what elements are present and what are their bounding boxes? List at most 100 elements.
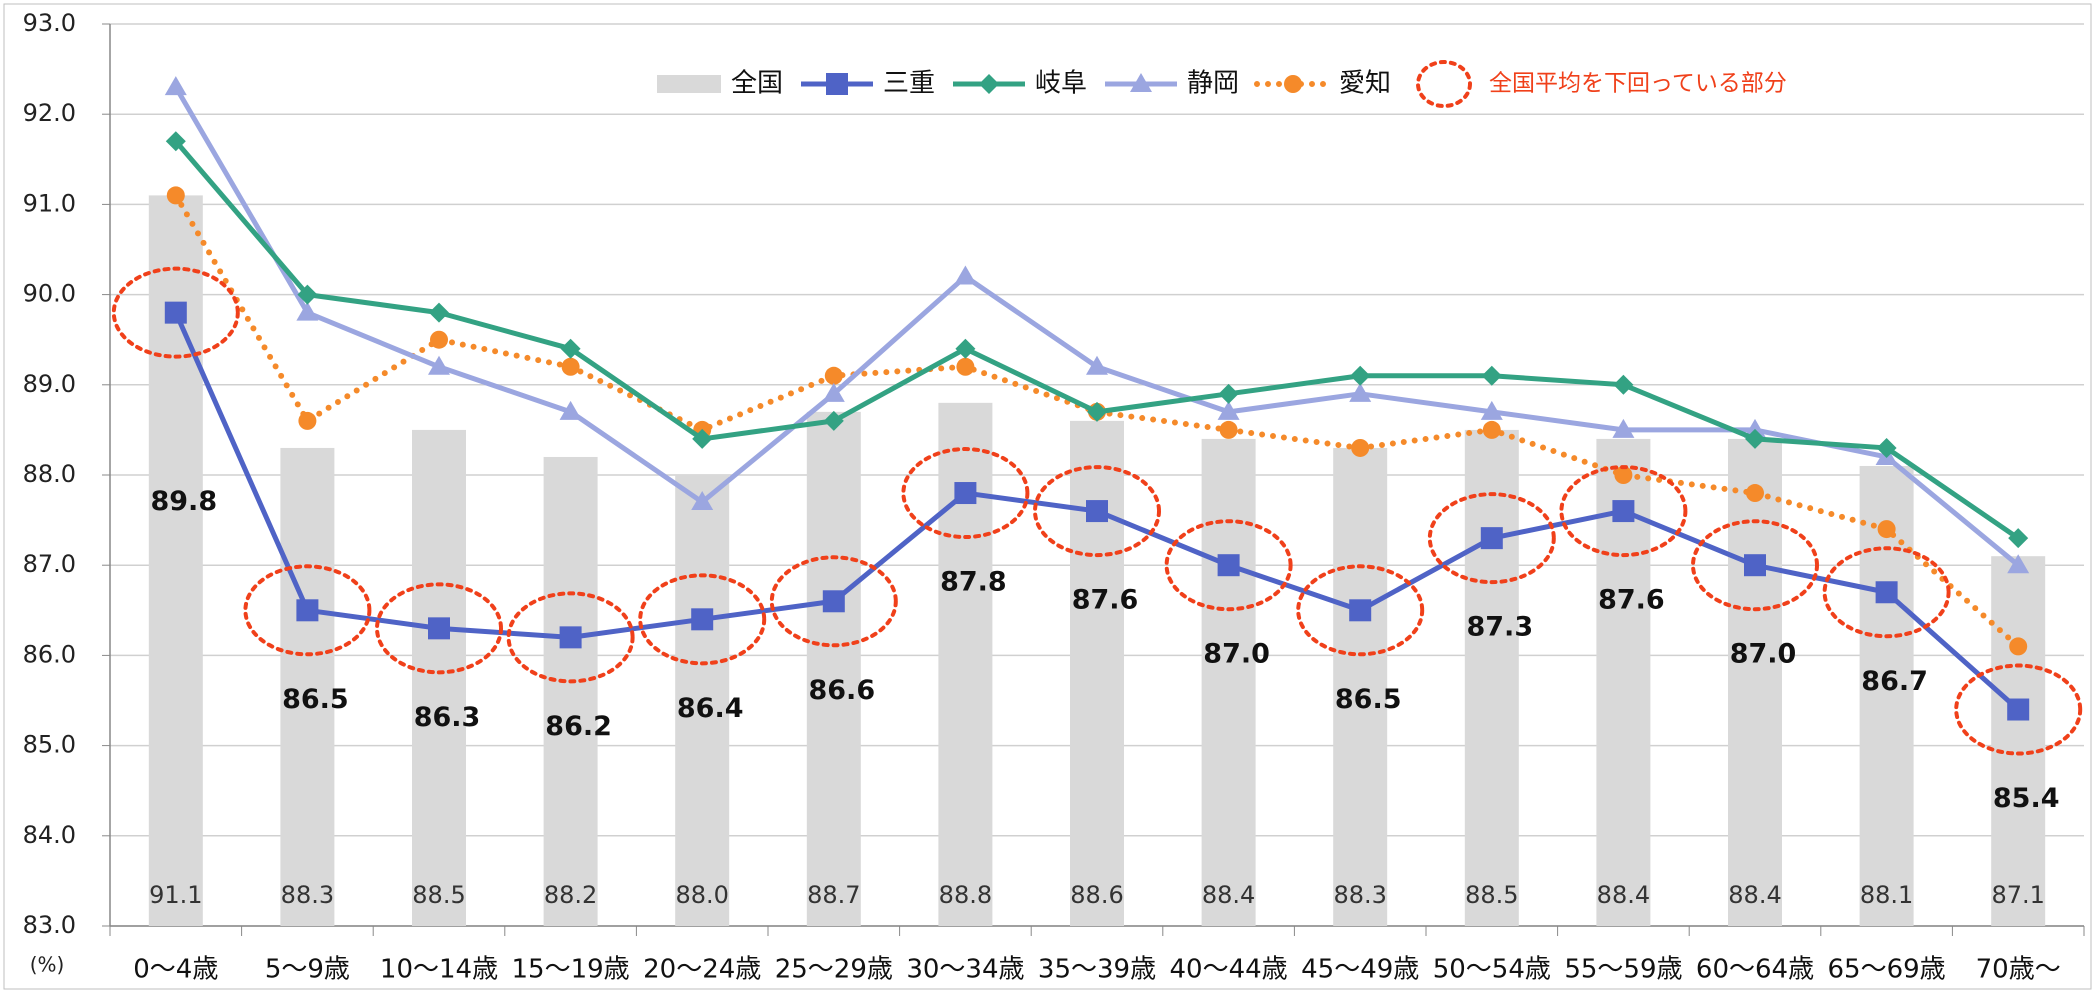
point-marker xyxy=(822,590,845,613)
point-marker xyxy=(296,301,319,321)
point-marker xyxy=(824,366,843,385)
x-tick-label: 25～29歳 xyxy=(775,955,893,985)
below-average-highlight xyxy=(243,564,372,657)
point-marker xyxy=(956,357,975,376)
point-marker xyxy=(1087,401,1107,422)
point-marker xyxy=(297,284,318,305)
point-marker xyxy=(166,186,185,205)
y-tick-label: 86.0 xyxy=(23,640,76,668)
point-marker xyxy=(1086,355,1108,375)
bar-value-label: 88.2 xyxy=(544,881,597,909)
bar xyxy=(806,411,861,926)
point-marker xyxy=(428,617,450,640)
point-marker xyxy=(691,491,714,511)
y-unit-label: (%) xyxy=(30,953,65,977)
point-marker xyxy=(692,428,713,449)
point-marker xyxy=(1481,365,1502,386)
legend-highlight-swatch xyxy=(1416,60,1472,108)
bar xyxy=(1464,429,1519,926)
point-marker xyxy=(1130,73,1152,92)
point-marker xyxy=(1746,484,1764,503)
point-marker xyxy=(1482,420,1501,439)
point-marker xyxy=(1877,520,1896,539)
y-tick-label: 87.0 xyxy=(23,550,76,578)
point-marker xyxy=(1217,554,1240,577)
bar-value-label: 88.1 xyxy=(1860,881,1913,909)
y-tick-label: 84.0 xyxy=(23,821,76,849)
below-average-highlight xyxy=(111,266,240,359)
point-marker xyxy=(955,338,976,359)
point-marker xyxy=(1614,466,1633,484)
line-value-label: 87.8 xyxy=(940,567,1007,598)
line-value-label: 87.0 xyxy=(1203,639,1270,670)
point-marker xyxy=(822,382,845,402)
point-marker xyxy=(1875,581,1898,604)
below-average-highlight xyxy=(901,447,1030,540)
bar-value-label: 91.1 xyxy=(149,881,202,909)
line-value-label: 86.4 xyxy=(677,693,744,724)
below-average-highlight xyxy=(1559,465,1688,558)
point-marker xyxy=(561,357,580,376)
bar xyxy=(1070,420,1124,926)
y-tick-label: 90.0 xyxy=(23,280,76,308)
y-tick-label: 85.0 xyxy=(23,731,76,759)
point-marker xyxy=(1350,365,1371,386)
point-marker xyxy=(1744,554,1766,577)
line-value-label: 86.7 xyxy=(1861,666,1928,697)
x-tick-label: 30～34歳 xyxy=(906,955,1024,985)
x-tick-label: 40～44歳 xyxy=(1170,955,1288,985)
bar xyxy=(675,475,730,926)
point-marker xyxy=(1612,500,1635,523)
below-average-highlight xyxy=(1296,564,1425,657)
point-marker xyxy=(1217,400,1240,420)
x-tick-label: 70歳～ xyxy=(1976,955,2061,985)
point-marker xyxy=(2007,554,2030,574)
legend-label: 三重 xyxy=(883,69,935,99)
x-tick-label: 10～14歳 xyxy=(380,955,498,985)
point-marker xyxy=(2008,528,2029,549)
point-marker xyxy=(1744,418,1766,438)
below-average-highlight xyxy=(769,555,898,648)
x-tick-label: 65～69歳 xyxy=(1828,955,1946,985)
point-marker xyxy=(954,265,977,285)
line-value-label: 87.6 xyxy=(1598,585,1665,616)
line-value-label: 87.0 xyxy=(1730,639,1797,670)
below-average-highlight xyxy=(1033,465,1161,558)
bar-value-label: 88.3 xyxy=(281,881,334,909)
line-value-label: 86.5 xyxy=(282,684,349,715)
point-marker xyxy=(1349,382,1372,402)
line-value-label: 87.3 xyxy=(1466,612,1533,643)
bar-value-label: 88.3 xyxy=(1333,881,1386,909)
bar-value-label: 88.5 xyxy=(1465,881,1518,909)
point-marker xyxy=(559,400,582,420)
bar-value-label: 88.4 xyxy=(1202,881,1255,909)
plot-frame xyxy=(3,3,2092,990)
legend-swatch xyxy=(657,75,721,93)
y-tick-label: 83.0 xyxy=(23,911,76,939)
bar-value-label: 88.5 xyxy=(412,881,465,909)
point-marker xyxy=(826,73,848,95)
below-average-highlight xyxy=(506,591,635,684)
bar xyxy=(1201,438,1256,926)
point-marker xyxy=(2009,637,2028,656)
point-marker xyxy=(1086,500,1108,523)
bar xyxy=(543,456,598,926)
legend-label: 愛知 xyxy=(1339,69,1391,99)
bar-value-label: 88.7 xyxy=(807,881,860,909)
x-tick-label: 60～64歳 xyxy=(1696,955,1814,985)
below-average-highlight xyxy=(375,582,503,675)
x-tick-label: 0～4歳 xyxy=(133,955,218,985)
point-marker xyxy=(165,131,186,152)
x-tick-label: 35～39歳 xyxy=(1038,955,1156,985)
line-value-label: 86.3 xyxy=(414,702,481,733)
point-marker xyxy=(979,74,999,94)
y-tick-label: 91.0 xyxy=(23,189,76,217)
point-marker xyxy=(1218,383,1239,404)
point-marker xyxy=(1349,599,1372,622)
bar xyxy=(280,447,335,926)
point-marker xyxy=(298,411,317,430)
series-square xyxy=(164,301,2030,721)
point-marker xyxy=(1745,428,1765,449)
point-marker xyxy=(296,599,319,622)
